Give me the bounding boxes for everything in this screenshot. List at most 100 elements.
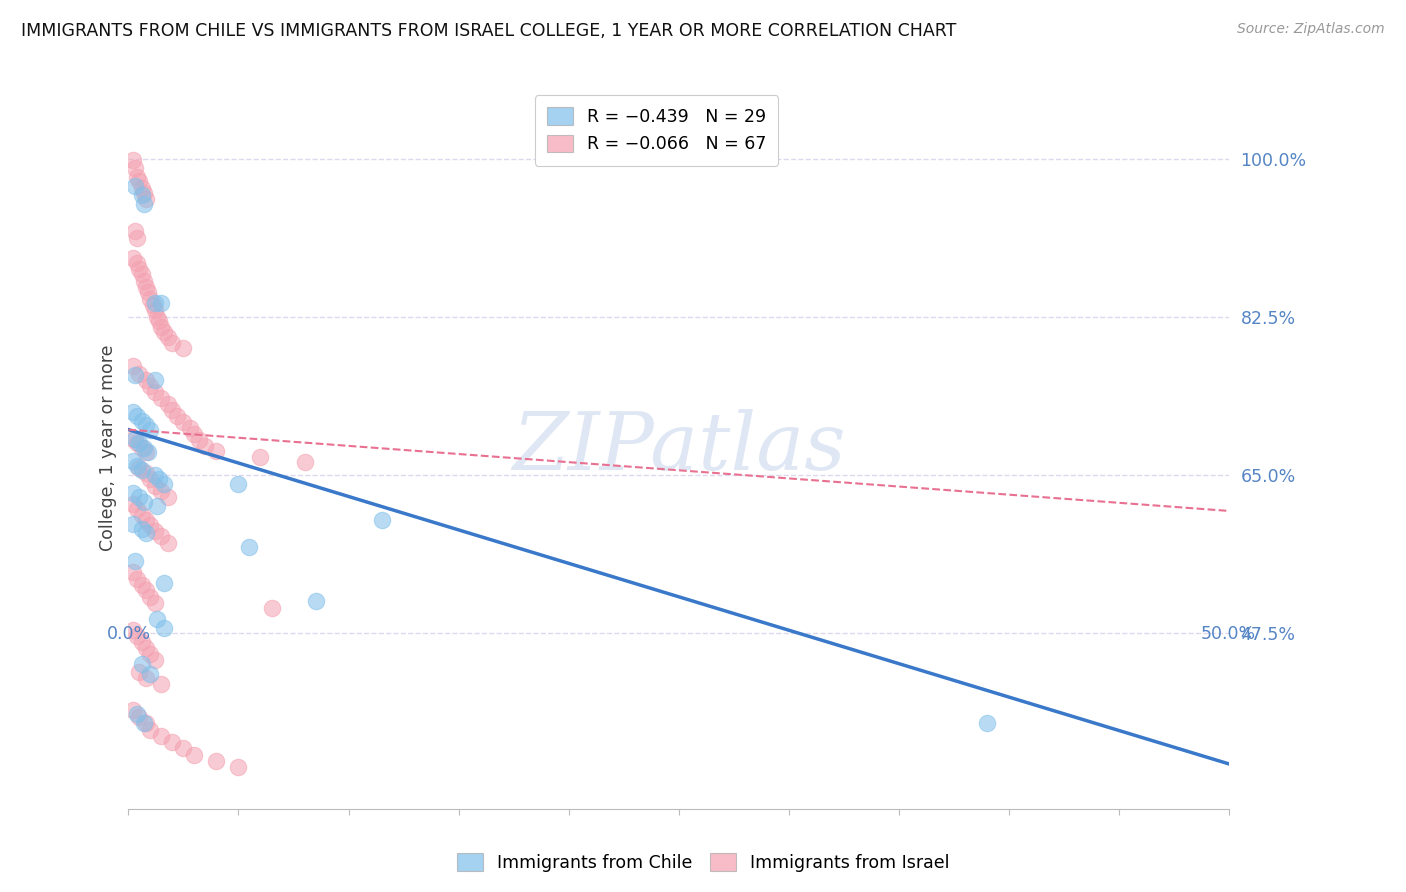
Point bbox=[157, 330, 180, 344]
Point bbox=[173, 416, 195, 430]
Point bbox=[128, 174, 150, 188]
Point bbox=[124, 368, 146, 383]
Point bbox=[127, 409, 149, 423]
Point bbox=[122, 153, 145, 168]
Point bbox=[122, 432, 145, 446]
Point bbox=[128, 491, 150, 505]
Point bbox=[127, 629, 149, 643]
Text: Source: ZipAtlas.com: Source: ZipAtlas.com bbox=[1237, 22, 1385, 37]
Point bbox=[139, 590, 162, 604]
Point bbox=[122, 566, 145, 580]
Text: ZIPatlas: ZIPatlas bbox=[512, 409, 845, 486]
Point bbox=[127, 458, 149, 473]
Point bbox=[131, 657, 153, 672]
Point bbox=[124, 224, 146, 238]
Point bbox=[150, 483, 173, 498]
Point bbox=[136, 445, 159, 459]
Point bbox=[131, 463, 153, 477]
Point bbox=[238, 540, 260, 554]
Point bbox=[128, 665, 150, 679]
Point bbox=[135, 526, 157, 541]
Point bbox=[135, 583, 157, 598]
Point bbox=[135, 280, 157, 294]
Point bbox=[135, 671, 157, 685]
Point bbox=[128, 710, 150, 724]
Point bbox=[135, 716, 157, 731]
Point bbox=[157, 535, 180, 549]
Legend: Immigrants from Chile, Immigrants from Israel: Immigrants from Chile, Immigrants from I… bbox=[450, 847, 956, 879]
Point bbox=[150, 391, 173, 405]
Point bbox=[150, 296, 173, 310]
Text: IMMIGRANTS FROM CHILE VS IMMIGRANTS FROM ISRAEL COLLEGE, 1 YEAR OR MORE CORRELAT: IMMIGRANTS FROM CHILE VS IMMIGRANTS FROM… bbox=[21, 22, 956, 40]
Point bbox=[294, 455, 316, 469]
Point bbox=[173, 741, 195, 756]
Point bbox=[131, 522, 153, 536]
Point bbox=[139, 423, 162, 437]
Point bbox=[157, 491, 180, 505]
Point bbox=[152, 325, 174, 339]
Point bbox=[122, 359, 145, 374]
Point bbox=[194, 439, 217, 453]
Point bbox=[135, 641, 157, 656]
Point bbox=[183, 747, 205, 762]
Point bbox=[162, 335, 184, 350]
Point bbox=[157, 397, 180, 411]
Point bbox=[228, 760, 250, 774]
Point bbox=[122, 454, 145, 468]
Point bbox=[136, 285, 159, 300]
Legend: R = −0.439   N = 29, R = −0.066   N = 67: R = −0.439 N = 29, R = −0.066 N = 67 bbox=[534, 95, 779, 166]
Point bbox=[150, 529, 173, 543]
Point bbox=[139, 723, 162, 737]
Point bbox=[143, 384, 166, 399]
Point bbox=[131, 414, 153, 428]
Point bbox=[205, 444, 228, 458]
Point bbox=[132, 716, 155, 731]
Point bbox=[122, 486, 145, 500]
Point bbox=[122, 623, 145, 637]
Point bbox=[304, 594, 326, 608]
Point bbox=[173, 341, 195, 355]
Point bbox=[124, 553, 146, 567]
Point bbox=[146, 612, 169, 626]
Point bbox=[143, 373, 166, 387]
Point bbox=[131, 187, 153, 202]
Point bbox=[139, 472, 162, 486]
Point bbox=[152, 621, 174, 635]
Point bbox=[127, 572, 149, 586]
Point bbox=[143, 303, 166, 318]
Point bbox=[183, 427, 205, 442]
Point bbox=[187, 434, 209, 448]
Point bbox=[166, 409, 188, 423]
Point bbox=[976, 716, 998, 731]
Point bbox=[150, 677, 173, 691]
Point bbox=[135, 466, 157, 480]
Y-axis label: College, 1 year or more: College, 1 year or more bbox=[100, 344, 117, 551]
Point bbox=[143, 653, 166, 667]
Point bbox=[127, 255, 149, 269]
Point bbox=[152, 476, 174, 491]
Point bbox=[370, 513, 392, 527]
Point bbox=[122, 251, 145, 265]
Point bbox=[148, 314, 170, 328]
Point bbox=[143, 524, 166, 538]
Point bbox=[139, 379, 162, 393]
Point bbox=[131, 180, 153, 194]
Point bbox=[127, 502, 149, 516]
Point bbox=[162, 735, 184, 749]
Point bbox=[135, 513, 157, 527]
Point bbox=[135, 445, 157, 459]
Text: 0.0%: 0.0% bbox=[107, 624, 150, 643]
Point bbox=[150, 729, 173, 743]
Point bbox=[128, 436, 150, 450]
Point bbox=[128, 261, 150, 276]
Point bbox=[122, 703, 145, 717]
Point bbox=[132, 441, 155, 455]
Point bbox=[132, 196, 155, 211]
Point bbox=[132, 495, 155, 509]
Point bbox=[135, 418, 157, 433]
Point bbox=[142, 298, 165, 312]
Point bbox=[132, 186, 155, 200]
Point bbox=[124, 178, 146, 193]
Point bbox=[127, 169, 149, 184]
Point bbox=[146, 500, 169, 514]
